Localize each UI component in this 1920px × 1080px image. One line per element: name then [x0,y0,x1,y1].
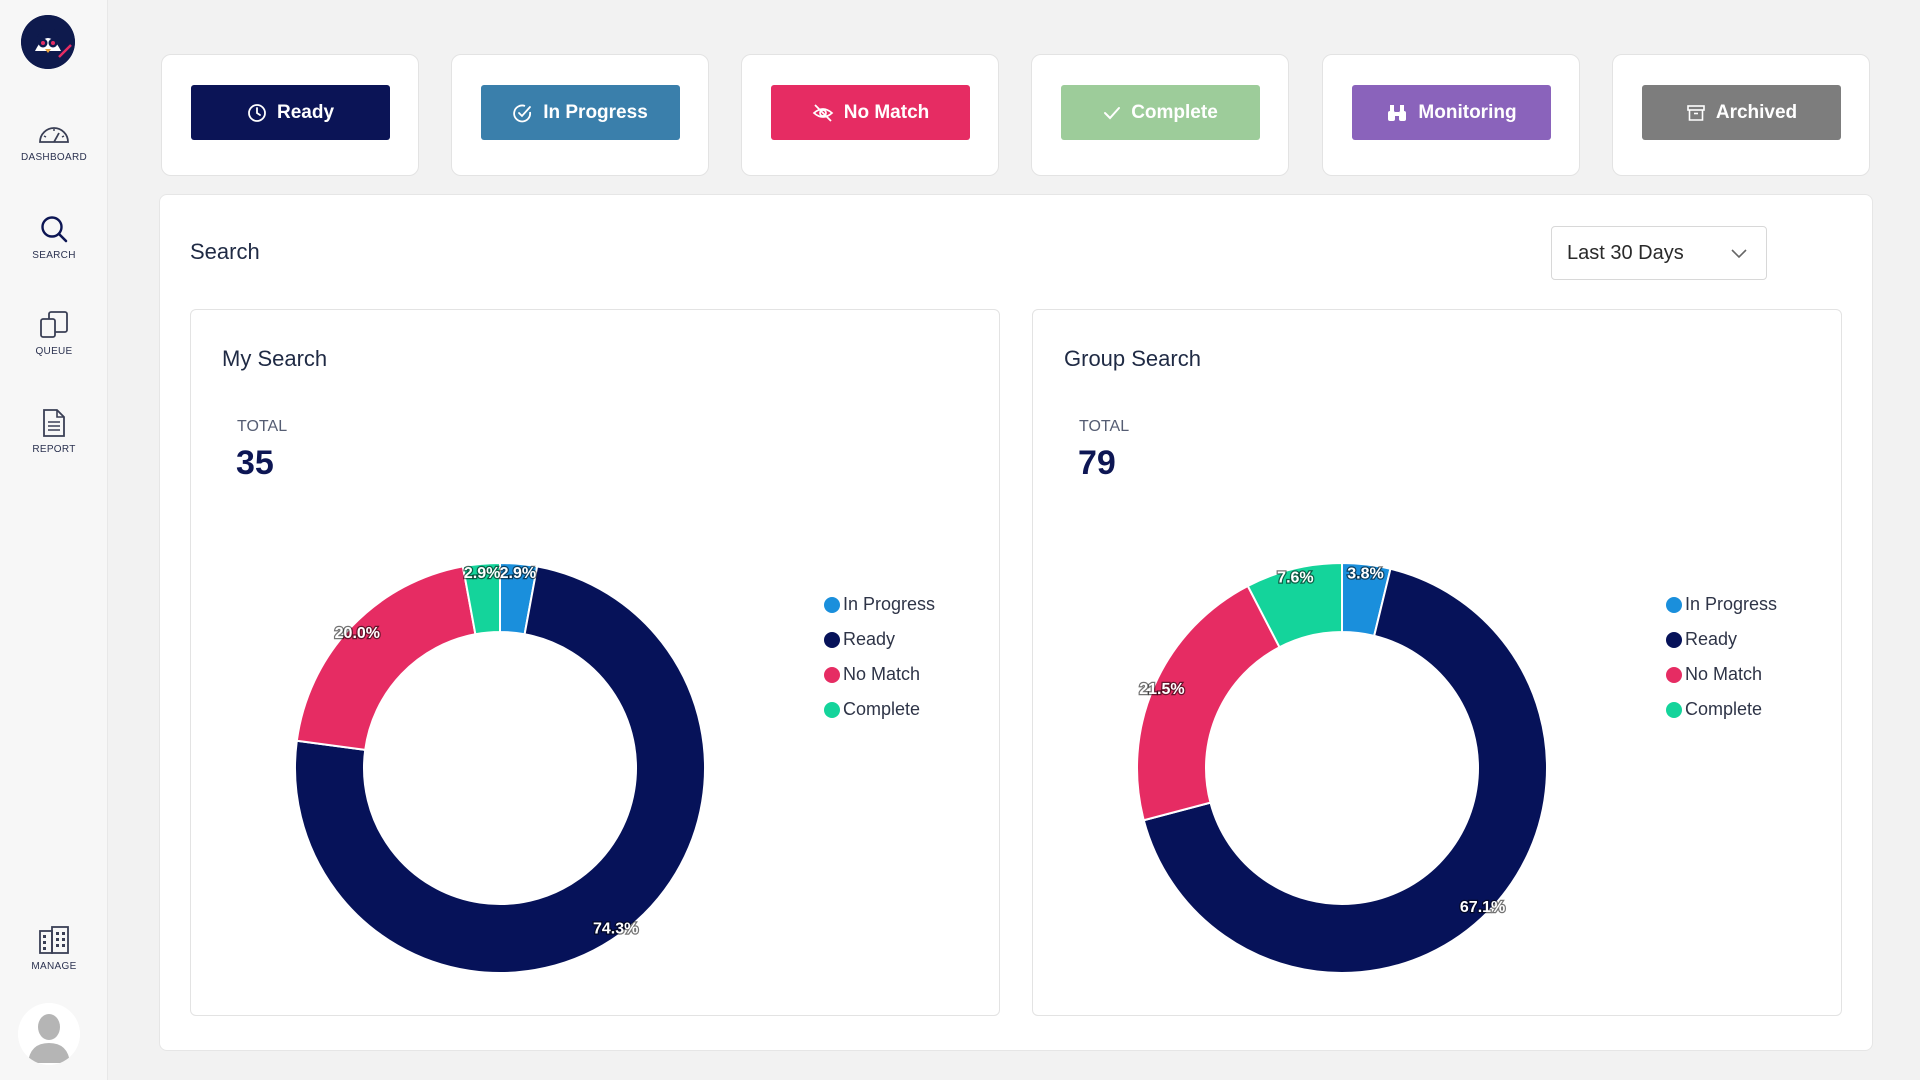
sidebar-item-queue[interactable]: QUEUE [0,310,108,357]
legend-item-in-progress[interactable]: In Progress [824,587,935,622]
legend-label: Complete [843,699,921,719]
status-card-no-match: No Match [741,54,999,176]
clock-icon [248,103,266,122]
slice-label-in-progress: 3.8% [1347,565,1383,582]
total-value: 79 [1078,444,1116,482]
total-label: TOTAL [237,418,288,435]
sidebar-item-label: REPORT [32,444,76,455]
legend-item-in-progress[interactable]: In Progress [1666,587,1777,622]
slice-label-no-match: 21.5% [1139,681,1184,698]
total-value: 35 [236,444,274,482]
donut-slice-no-match[interactable] [295,565,477,752]
legend-dot [824,631,840,648]
donut-slice-ready[interactable] [1142,567,1547,973]
chart-title: Group Search [1064,346,1201,371]
chart-legend: In Progress Ready No Match Complete [824,587,935,727]
donut-slice-complete[interactable] [461,563,501,636]
donut-slice-ready[interactable] [295,565,705,973]
donut-slice-no-match[interactable] [1137,584,1281,822]
date-range-select[interactable]: Last 30 Days [1551,226,1767,280]
sidebar-item-dashboard[interactable]: DASHBOARD [0,122,108,163]
sidebar: DASHBOARD SEARCH QUEUE REPORT [0,0,108,1080]
legend-dot [1666,631,1682,648]
status-button-label: Monitoring [1418,101,1517,123]
legend-dot [1666,596,1682,613]
slice-label-ready: 74.3% [593,920,638,937]
queue-icon [40,311,68,338]
sidebar-item-search[interactable]: SEARCH [0,214,108,261]
my-search-card: My Search TOTAL 35 2.9% 74.3% 20.0% 2.9% In… [190,309,1000,1016]
legend-label: Complete [1685,699,1763,719]
legend-item-complete[interactable]: Complete [1666,692,1777,727]
status-button-label: In Progress [543,101,648,123]
legend-item-ready[interactable]: Ready [824,622,935,657]
check-circle-icon [513,104,532,122]
legend-dot [1666,701,1682,718]
legend-label: Ready [843,629,896,649]
sidebar-item-manage[interactable]: MANAGE [0,925,108,972]
in-progress-status-button[interactable]: In Progress [481,85,680,140]
legend-dot [1666,666,1682,683]
total-label: TOTAL [1079,418,1130,435]
slice-label-in-progress: 2.9% [500,565,536,582]
user-silhouette-icon [18,1003,80,1065]
archive-icon [1687,104,1705,121]
building-icon [39,926,69,954]
monitoring-status-button[interactable]: Monitoring [1352,85,1551,140]
my-search-donut-chart: 2.9% 74.3% 20.0% 2.9% [295,563,705,973]
status-button-label: No Match [843,101,930,123]
legend-dot [824,666,840,683]
sidebar-item-label: SEARCH [32,250,76,261]
legend-item-no-match[interactable]: No Match [824,657,935,692]
document-icon [43,409,65,437]
slice-label-ready: 67.1% [1460,899,1505,916]
status-button-label: Complete [1131,101,1218,123]
slice-label-complete: 7.6% [1277,570,1313,587]
owl-logo[interactable] [21,15,75,69]
legend-label: No Match [843,664,921,684]
group-search-donut-chart: 3.8% 67.1% 21.5% 7.6% [1137,563,1547,973]
donut-slice-complete[interactable] [1246,563,1343,649]
owl-logo-icon [21,15,75,69]
chevron-down-icon [1731,249,1747,259]
binoculars-icon [1388,104,1407,121]
gauge-icon [39,127,69,143]
sidebar-item-label: DASHBOARD [20,152,88,163]
archived-status-button[interactable]: Archived [1642,85,1841,140]
status-card-complete: Complete [1031,54,1289,176]
legend-label: Ready [1685,629,1738,649]
sidebar-item-report[interactable]: REPORT [0,408,108,455]
panel-title: Search [190,239,260,264]
legend-dot [824,596,840,613]
chart-legend: In Progress Ready No Match Complete [1666,587,1777,727]
ready-status-button[interactable]: Ready [191,85,390,140]
legend-dot [824,701,840,718]
group-search-card: Group Search TOTAL 79 3.8% 67.1% 21.5% 7.6%… [1032,309,1842,1016]
status-card-ready: Ready [161,54,419,176]
date-range-value: Last 30 Days [1567,241,1684,264]
legend-label: In Progress [843,594,936,614]
complete-status-button[interactable]: Complete [1061,85,1260,140]
slice-label-no-match: 20.0% [335,625,380,642]
check-icon [1104,106,1121,119]
status-card-archived: Archived [1612,54,1870,176]
search-icon [41,216,68,243]
user-avatar[interactable] [18,1003,80,1065]
search-panel: Search Last 30 Days My Search TOTAL 35 2… [159,194,1873,1051]
legend-item-complete[interactable]: Complete [824,692,935,727]
legend-label: No Match [1685,664,1763,684]
sidebar-item-label: QUEUE [35,346,73,357]
legend-item-ready[interactable]: Ready [1666,622,1777,657]
slice-label-complete: 2.9% [464,565,500,582]
status-card-in-progress: In Progress [451,54,709,176]
legend-item-no-match[interactable]: No Match [1666,657,1777,692]
no-match-status-button[interactable]: No Match [771,85,970,140]
legend-label: In Progress [1685,594,1778,614]
chart-title: My Search [222,346,328,371]
eye-off-icon [812,103,834,122]
status-card-monitoring: Monitoring [1322,54,1580,176]
status-button-label: Ready [276,101,335,123]
sidebar-item-label: MANAGE [31,961,77,972]
status-button-label: Archived [1715,101,1798,123]
